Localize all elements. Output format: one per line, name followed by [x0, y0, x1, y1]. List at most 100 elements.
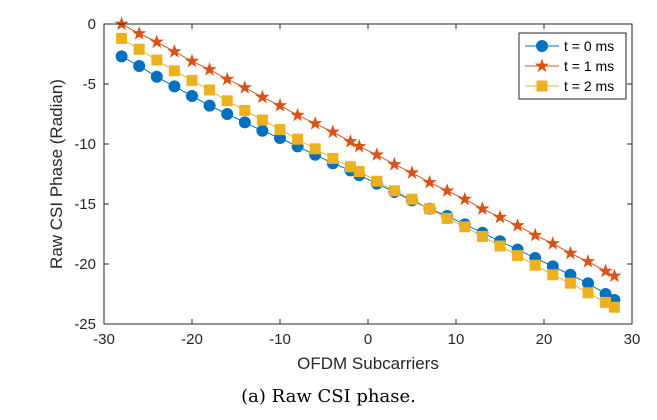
data-point — [529, 259, 541, 271]
legend-marker — [536, 40, 548, 52]
data-point — [238, 116, 251, 129]
data-point — [221, 108, 234, 120]
data-point — [582, 277, 594, 290]
data-point — [564, 277, 576, 289]
y-tick-label: -25 — [74, 316, 96, 333]
y-tick-label: -20 — [74, 256, 96, 273]
x-tick-label: -30 — [93, 331, 115, 348]
figure-caption: (a) Raw CSI phase. — [241, 386, 416, 407]
data-point — [220, 71, 235, 86]
data-point — [150, 70, 163, 83]
data-point — [327, 152, 339, 164]
legend-item: t = 0 ms — [525, 38, 614, 54]
x-tick-label: -20 — [181, 331, 203, 348]
data-point — [151, 54, 163, 66]
data-point — [494, 240, 506, 252]
data-point — [475, 201, 490, 215]
data-point — [186, 74, 198, 86]
data-point — [510, 218, 525, 232]
series-layer — [114, 16, 622, 313]
data-point — [422, 174, 437, 189]
data-point — [441, 212, 453, 224]
data-point — [184, 53, 200, 68]
data-point — [116, 32, 128, 44]
legend-label: t = 1 ms — [564, 58, 614, 74]
data-point — [325, 124, 340, 139]
y-axis-label: Raw CSI Phase (Radian) — [47, 79, 66, 269]
data-point — [239, 104, 251, 116]
x-tick-label: 10 — [448, 331, 465, 348]
data-point — [371, 175, 383, 187]
data-point — [343, 134, 358, 148]
data-point — [186, 90, 198, 102]
legend-marker — [536, 80, 548, 92]
data-point — [133, 60, 146, 72]
data-point — [388, 185, 400, 197]
data-point — [133, 43, 145, 55]
data-point — [292, 133, 304, 145]
data-point — [274, 124, 286, 136]
data-point — [168, 80, 181, 93]
x-tick-label: 0 — [364, 331, 372, 348]
x-tick-label: 30 — [624, 331, 641, 348]
data-point — [563, 245, 578, 260]
legend-item: t = 2 ms — [525, 78, 614, 94]
data-point — [352, 138, 367, 153]
data-point — [203, 99, 216, 112]
data-point — [114, 16, 129, 31]
legend: t = 0 ms t = 1 ms t = 2 ms — [518, 32, 627, 100]
data-point — [387, 156, 402, 171]
data-point — [528, 227, 543, 242]
tick-layer: -30 -20 -10 0 10 20 30 0 -5 -10 -15 -20 -25 — [74, 16, 640, 348]
data-point — [424, 203, 436, 215]
y-tick-label: -15 — [74, 196, 96, 213]
data-point — [476, 230, 488, 242]
data-point — [256, 124, 269, 137]
data-point — [608, 301, 620, 313]
data-point — [221, 95, 233, 107]
data-point — [545, 236, 560, 250]
x-tick-label: 20 — [536, 331, 553, 348]
data-point — [512, 250, 524, 262]
legend-label: t = 0 ms — [564, 38, 614, 54]
data-point — [272, 98, 288, 112]
data-point — [580, 254, 596, 268]
data-point — [132, 26, 147, 40]
data-point — [204, 84, 216, 96]
data-point — [290, 107, 305, 122]
x-axis-label: OFDM Subcarriers — [297, 354, 439, 373]
series-square — [116, 32, 620, 313]
data-point — [607, 268, 622, 283]
data-point — [492, 209, 508, 224]
series-star — [114, 16, 622, 283]
legend-label: t = 2 ms — [564, 78, 614, 94]
data-point — [167, 44, 182, 58]
data-point — [440, 183, 455, 197]
y-tick-label: 0 — [88, 16, 96, 33]
data-point — [404, 165, 420, 179]
data-point — [255, 89, 270, 104]
data-point — [308, 116, 323, 130]
data-point — [600, 296, 612, 308]
data-point — [309, 143, 321, 155]
y-tick-label: -5 — [83, 76, 96, 93]
x-tick-label: -10 — [269, 331, 291, 348]
data-point — [457, 191, 472, 206]
data-point — [115, 50, 128, 63]
data-point — [353, 166, 365, 178]
data-point — [256, 114, 268, 126]
data-point — [202, 62, 217, 76]
data-point — [344, 161, 356, 173]
legend-marker — [534, 58, 550, 73]
y-tick-label: -10 — [74, 136, 96, 153]
data-point — [369, 147, 384, 161]
data-point — [598, 263, 613, 278]
data-point — [237, 80, 252, 94]
data-point — [406, 193, 418, 205]
data-point — [459, 221, 471, 233]
data-point — [547, 269, 559, 281]
data-point — [149, 34, 164, 49]
data-point — [582, 287, 594, 299]
legend-item: t = 1 ms — [525, 58, 614, 74]
chart: -30 -20 -10 0 10 20 30 0 -5 -10 -15 -20 -25 OFDM Sub… — [47, 16, 640, 373]
